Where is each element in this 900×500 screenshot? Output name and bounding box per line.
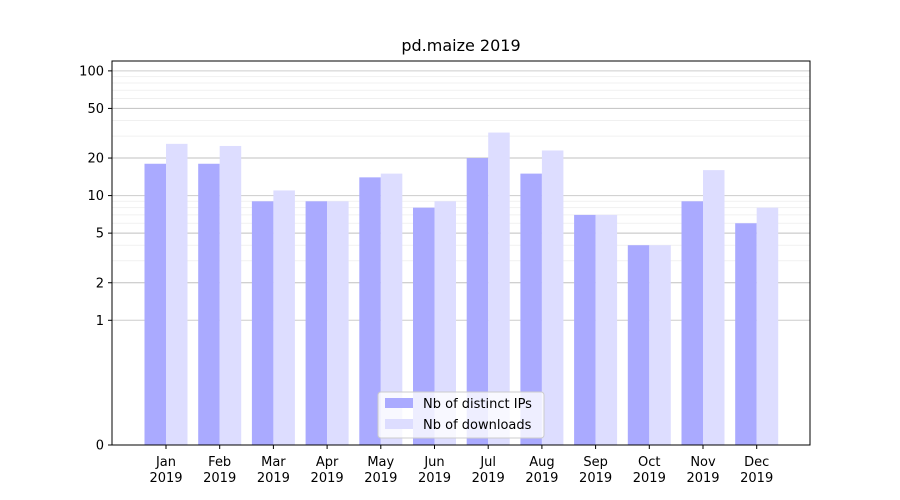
bar-downloads: [434, 201, 456, 445]
x-axis: Jan2019Feb2019Mar2019Apr2019May2019Jun20…: [149, 445, 773, 486]
bar-downloads: [541, 150, 564, 445]
y-axis: 0 1 2 5 10 20 50 100: [79, 64, 112, 454]
x-tick-label-month: Oct: [638, 455, 660, 470]
x-tick-label-month: Sep: [583, 455, 608, 470]
bar-distinct-ips: [627, 245, 650, 445]
x-tick-label-month: Jan: [155, 455, 176, 470]
legend-label: Nb of downloads: [423, 418, 532, 433]
x-tick-label-year: 2019: [633, 471, 666, 486]
bar-downloads: [219, 145, 242, 446]
legend-swatch: [385, 398, 413, 408]
bar-downloads: [327, 201, 349, 445]
bar-downloads: [703, 170, 725, 445]
x-tick-label-year: 2019: [203, 471, 236, 486]
y-tick-label: 50: [87, 102, 104, 117]
x-tick-label-year: 2019: [257, 471, 290, 486]
bar-downloads: [649, 245, 671, 445]
y-tick-label: 10: [87, 189, 104, 204]
bar-distinct-ips: [359, 177, 381, 445]
x-tick-label-year: 2019: [579, 471, 612, 486]
bar-downloads: [166, 143, 188, 446]
bar-distinct-ips: [735, 223, 757, 445]
x-tick-label-year: 2019: [472, 471, 505, 486]
bar-downloads: [756, 207, 779, 445]
x-tick-label-month: Apr: [316, 455, 339, 470]
x-tick-label-month: Dec: [744, 455, 769, 470]
y-tick-label: 0: [96, 439, 104, 454]
bar-distinct-ips: [198, 163, 220, 445]
x-tick-label-year: 2019: [364, 471, 397, 486]
y-tick-label: 1: [96, 314, 104, 329]
y-tick-label: 100: [79, 64, 104, 79]
bar-downloads: [595, 214, 618, 445]
x-tick-label-month: Feb: [208, 455, 231, 470]
y-tick-label: 5: [96, 227, 104, 242]
x-tick-label-month: Nov: [690, 455, 716, 470]
x-tick-label-month: Jul: [479, 455, 496, 470]
bar-distinct-ips: [520, 173, 542, 445]
bar-distinct-ips: [466, 158, 489, 445]
x-tick-label-year: 2019: [740, 471, 773, 486]
y-tick-label: 2: [96, 276, 104, 291]
bars: [144, 132, 779, 446]
legend-swatch: [385, 419, 413, 429]
bar-downloads: [488, 132, 510, 446]
x-tick-label-month: Jun: [423, 455, 444, 470]
x-tick-label-month: Mar: [261, 455, 286, 470]
bar-distinct-ips: [144, 163, 166, 445]
bar-downloads: [380, 173, 403, 445]
legend-label: Nb of distinct IPs: [423, 397, 532, 412]
bar-distinct-ips: [251, 201, 274, 445]
chart-title: pd.maize 2019: [401, 36, 520, 55]
x-tick-label-year: 2019: [149, 471, 182, 486]
x-tick-label-year: 2019: [418, 471, 451, 486]
x-tick-label-month: May: [367, 455, 394, 470]
x-tick-label-year: 2019: [686, 471, 719, 486]
bar-distinct-ips: [574, 214, 596, 445]
legend: Nb of distinct IPs Nb of downloads: [377, 391, 545, 439]
bar-distinct-ips: [413, 207, 435, 445]
bar-downloads: [273, 190, 295, 445]
legend-box: [377, 391, 545, 439]
plot-frame: [111, 60, 811, 446]
bar-distinct-ips: [305, 201, 328, 445]
x-tick-label-year: 2019: [525, 471, 558, 486]
x-tick-label-month: Aug: [529, 455, 554, 470]
y-tick-label: 20: [87, 152, 104, 167]
x-tick-label-year: 2019: [311, 471, 344, 486]
bar-distinct-ips: [681, 201, 703, 445]
